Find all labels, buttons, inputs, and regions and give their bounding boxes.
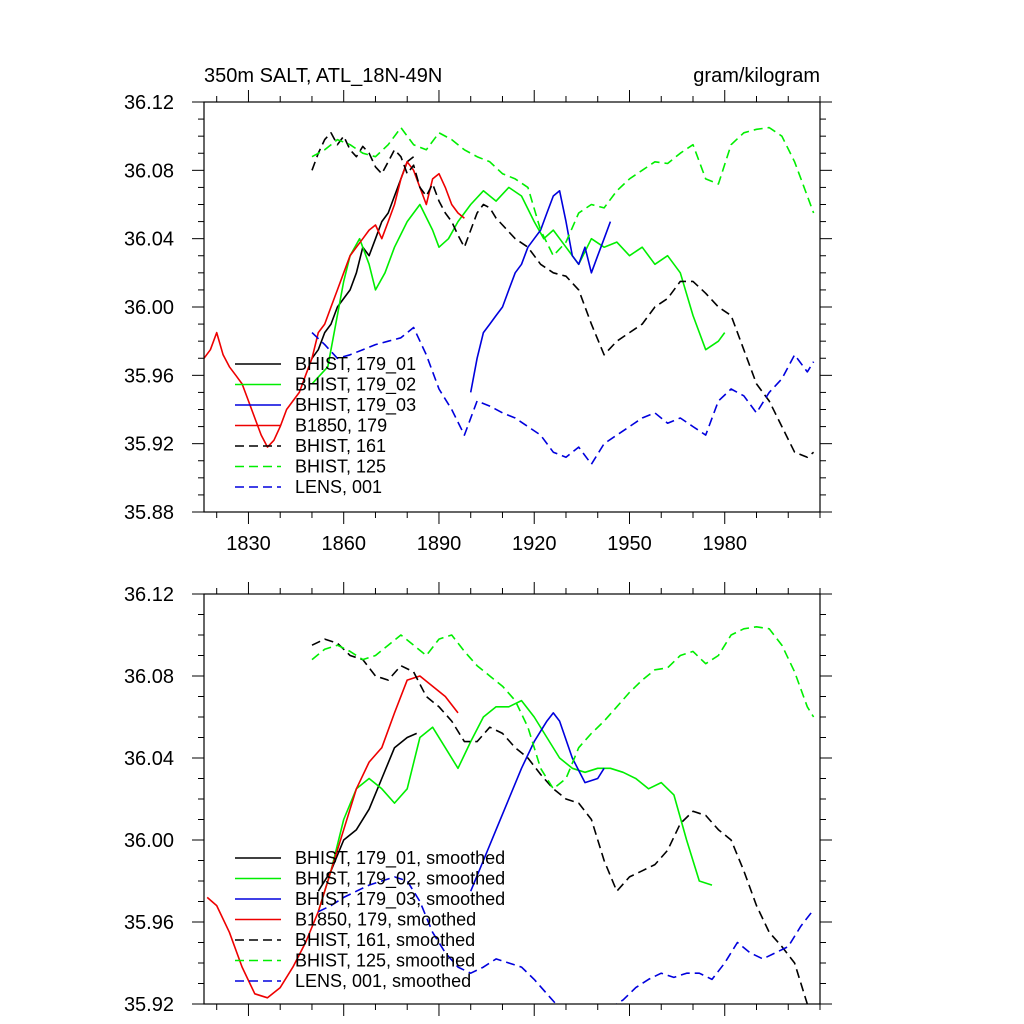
legend-label: BHIST, 161 (295, 436, 386, 456)
legend-label: BHIST, 125 (295, 457, 386, 477)
x-tick-label: 1830 (226, 533, 271, 555)
x-tick-label: 1950 (607, 533, 652, 555)
y-tick-label: 35.96 (124, 365, 174, 387)
series-line-1-1 (317, 699, 713, 912)
series-line-1-2 (469, 712, 605, 892)
y-tick-label: 36.00 (124, 297, 174, 319)
series-line-1-0 (317, 732, 418, 892)
x-tick-label: 1890 (417, 533, 462, 555)
y-tick-label: 36.12 (124, 92, 174, 114)
y-tick-label: 36.00 (124, 830, 174, 852)
series-line-0-2 (469, 190, 612, 393)
x-tick-label: 1920 (512, 533, 557, 555)
series-line-1-4 (311, 638, 809, 1004)
y-tick-label: 35.88 (124, 502, 174, 524)
y-tick-label: 36.08 (124, 666, 174, 688)
y-tick-label: 35.92 (124, 994, 174, 1016)
bottom-panel: 35.92 35.96 36.00 36.04 36.08 36.12 BHIST, 179… (124, 582, 832, 1016)
legend-label: BHIST, 125, smoothed (295, 951, 475, 971)
legend-label: BHIST, 179_01, smoothed (295, 848, 505, 869)
chart-title: 350m SALT, ATL_18N-49N (204, 65, 442, 87)
legend-label: LENS, 001 (295, 477, 382, 497)
legend-label: B1850, 179 (295, 416, 387, 436)
series-line-0-6 (311, 326, 815, 466)
series-line-0-5 (311, 126, 815, 257)
legend-label: BHIST, 179_02, smoothed (295, 869, 505, 890)
y-tick-label: 36.04 (124, 748, 174, 770)
legend-label: B1850, 179, smoothed (295, 910, 476, 930)
chart-units: gram/kilogram (693, 65, 820, 87)
legend-label: BHIST, 179_03 (295, 395, 416, 416)
legend-label: BHIST, 161, smoothed (295, 930, 475, 950)
legend-label: BHIST, 179_02 (295, 375, 416, 396)
legend-label: BHIST, 179_03, smoothed (295, 889, 505, 910)
y-tick-label: 35.92 (124, 434, 174, 456)
series-line-0-1 (311, 186, 726, 385)
y-tick-label: 36.12 (124, 584, 174, 606)
series-line-1-5 (311, 625, 815, 790)
series-line-1-6 (317, 876, 815, 1004)
y-tick-label: 36.08 (124, 160, 174, 182)
legend-label: LENS, 001, smoothed (295, 971, 471, 991)
y-tick-label: 36.04 (124, 229, 174, 251)
x-tick-label: 1860 (321, 533, 366, 555)
x-tick-label: 1980 (702, 533, 747, 555)
series-line-0-3 (204, 161, 465, 448)
series-line-0-4 (311, 132, 815, 459)
top-panel: 1830 1860 1890 1920 1950 1980 35.88 35.92 35.96 3… (124, 90, 832, 555)
y-tick-label: 35.96 (124, 912, 174, 934)
legend-label: BHIST, 179_01 (295, 354, 416, 375)
